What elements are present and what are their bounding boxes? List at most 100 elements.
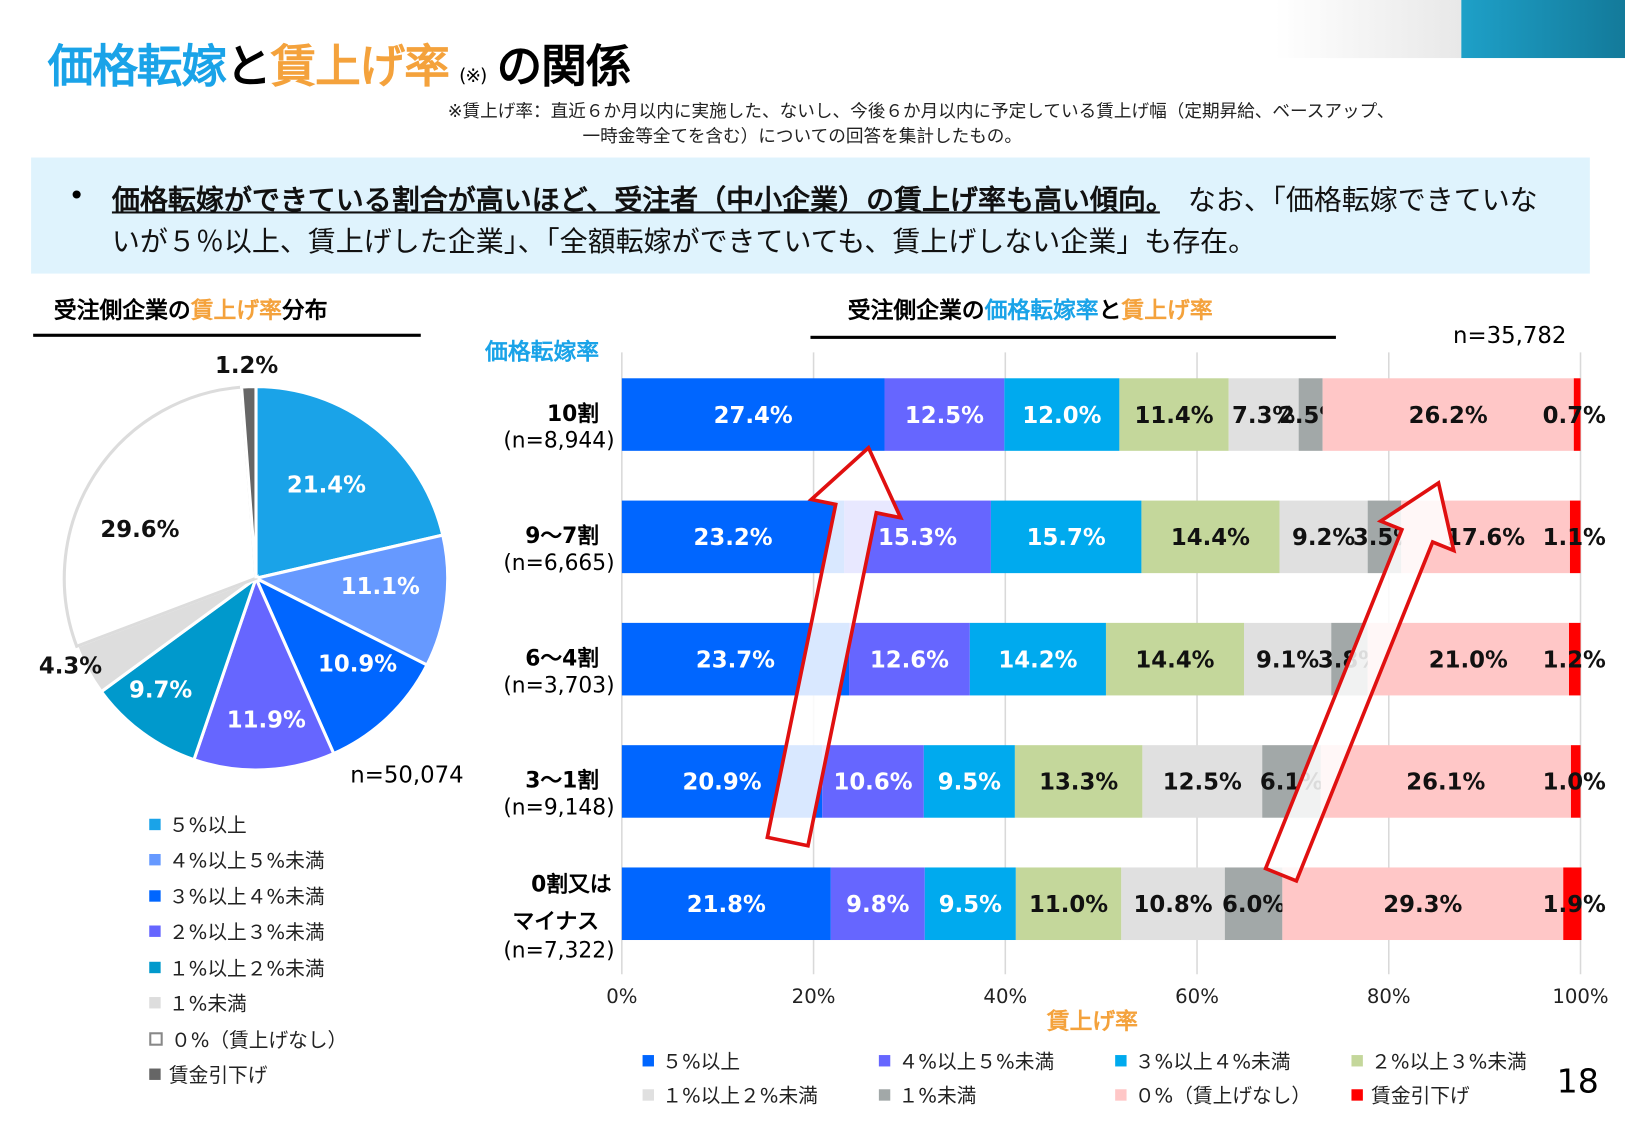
bar-segment <box>1119 378 1229 451</box>
summary-bold: 価格転嫁ができている割合が高いほど、受注者（中小企業）の賃上げ率も高い傾向。 <box>111 184 1160 217</box>
legend-label: １%未満 <box>168 993 247 1016</box>
bar-value-label: 10.6% <box>833 770 912 796</box>
bar-segment <box>1573 378 1581 451</box>
pie-title-rule <box>33 333 421 337</box>
bar-segment <box>1224 867 1283 941</box>
pie-value-label: 29.6% <box>100 517 179 543</box>
bar-value-label: 1.0% <box>1543 770 1606 796</box>
legend-label: ４%以上５%未満 <box>898 1050 1055 1074</box>
bar-segment <box>1367 622 1570 696</box>
category-label: 0割又は <box>531 871 612 897</box>
bar-title-rule <box>810 335 1336 339</box>
legend-swatch <box>1351 1055 1363 1067</box>
bar-value-label: 12.5% <box>1163 770 1242 796</box>
bar-value-label: 10.8% <box>1134 892 1213 918</box>
category-label: 9～7割 <box>525 523 599 549</box>
legend-swatch <box>149 890 161 902</box>
bar-segment <box>1298 378 1323 451</box>
header-gradient <box>1274 0 1462 59</box>
legend-item: ４%以上５%未満 <box>149 842 347 878</box>
legend-swatch <box>149 818 161 830</box>
pie-slice <box>99 574 260 762</box>
x-tick-label: 40% <box>983 985 1027 1008</box>
bar-segment <box>923 745 1015 818</box>
summary-rest: なお、「価格転嫁できていないが５％以上、賃上げした企業」、「全額転嫁ができていて… <box>111 184 1538 259</box>
bar-value-label: 26.1% <box>1406 770 1485 796</box>
category-label: マイナス <box>512 910 599 935</box>
bar-value-label: 9.8% <box>846 892 909 918</box>
legend-label: １%以上２%未満 <box>662 1085 818 1108</box>
bar-segment <box>969 622 1106 696</box>
bar-segment <box>884 378 1005 451</box>
legend-swatch <box>149 1068 161 1081</box>
category-n: (n=7,322) <box>503 939 614 964</box>
bar-n-label: n=35,782 <box>1453 323 1567 350</box>
bar-segment <box>1121 867 1225 941</box>
bar-title-d: 賃上げ率 <box>1121 298 1213 325</box>
pie-value-label: 21.4% <box>287 472 366 498</box>
category-label: 10割 <box>547 401 599 427</box>
legend-item: ２%以上３%未満 <box>149 914 347 950</box>
bar-segment <box>1563 867 1582 941</box>
category-label: 6～4割 <box>525 645 599 671</box>
bar-segment <box>1279 500 1368 574</box>
bar-value-label: 23.2% <box>693 525 772 551</box>
bar-title: 受注側企業の価格転嫁率と賃上げ率 <box>848 292 1213 325</box>
bar-segment <box>1244 622 1332 696</box>
bar-segment <box>1570 745 1581 818</box>
header-accent-bar <box>1461 0 1625 59</box>
bar-title-a: 受注側企業の <box>847 298 985 325</box>
bar-chart: 0% 20% 40% 60% 80% 100% 27.4% 12.5% 12.0% 11.4% 7.… <box>503 352 1609 1008</box>
bar-value-label: 14.2% <box>998 647 1077 673</box>
bar-value-label: 11.0% <box>1029 892 1108 918</box>
bar-title-c: と <box>1098 298 1122 325</box>
category-n: (n=9,148) <box>503 796 614 821</box>
title-note-mark: (※) <box>459 65 487 88</box>
bar-ylabel: 価格転嫁率 <box>485 339 600 366</box>
bar-segment <box>1322 378 1574 451</box>
legend-label: ０%（賃上げなし） <box>1134 1085 1312 1108</box>
legend-label: １%以上２%未満 <box>168 957 325 981</box>
pie-slice <box>62 385 258 649</box>
note-line-2: 一時金等全てを含む）についての回答を集計したもの。 <box>582 126 1023 148</box>
bar-segment <box>621 378 885 451</box>
legend-swatch <box>149 1031 163 1046</box>
legend-swatch <box>149 961 161 973</box>
legend-label: ３%以上４%未満 <box>1134 1050 1291 1074</box>
bar-segment <box>830 867 925 941</box>
x-tick-label: 80% <box>1367 985 1411 1008</box>
bar-segment <box>1320 745 1571 818</box>
pie-slice <box>254 385 445 581</box>
legend-item: １%以上２%未満 <box>642 1081 879 1109</box>
bar-segment <box>1282 867 1564 941</box>
bar-xlabel: 賃上げ率 <box>1046 1009 1138 1036</box>
legend-swatch <box>642 1055 654 1067</box>
summary-box: • 価格転嫁ができている割合が高いほど、受注者（中小企業）の賃上げ率も高い傾向。… <box>31 157 1590 274</box>
footnote: ※賃上げ率：直近６か月以内に実施した、ないし、今後６か月以内に予定している賃上げ… <box>448 99 1395 149</box>
legend-label: ２%以上３%未満 <box>1371 1050 1527 1074</box>
x-tick-label: 60% <box>1175 985 1219 1008</box>
pie-legend: ５%以上 ４%以上５%未満 ３%以上４%未満 ２%以上３%未満 １%以上２%未満 １%未満… <box>149 806 347 1092</box>
category-n: (n=3,703) <box>503 673 614 698</box>
bar-value-label: 13.3% <box>1039 770 1118 796</box>
x-tick-label: 20% <box>792 985 836 1008</box>
bar-segment <box>822 745 924 818</box>
bar-value-label: 9.2% <box>1292 525 1355 551</box>
legend-swatch <box>642 1089 654 1101</box>
legend-item: １%以上２%未満 <box>149 949 347 985</box>
legend-label: １%未満 <box>898 1085 977 1108</box>
page-title: 価格転嫁と賃上げ率 (※) の関係 <box>48 29 632 95</box>
bar-value-label: 15.3% <box>878 525 957 551</box>
pie-value-label: 10.9% <box>318 652 397 678</box>
bar-value-label: 1.9% <box>1543 892 1606 918</box>
bar-value-label: 0.7% <box>1543 403 1606 429</box>
bar-value-label: 6.0% <box>1222 892 1285 918</box>
pie-slice <box>251 533 450 668</box>
bar-value-label: 12.5% <box>905 403 984 429</box>
legend-swatch <box>878 1055 891 1067</box>
trend-arrow-icon <box>1263 480 1457 884</box>
pie-value-label: 4.3% <box>39 654 102 680</box>
category-n: (n=6,665) <box>503 551 614 576</box>
bar-segment <box>1141 500 1280 574</box>
